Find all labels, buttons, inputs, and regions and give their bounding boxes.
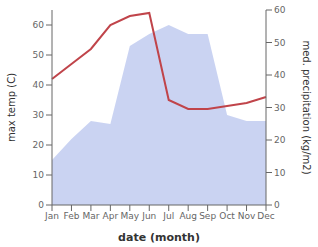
svg-text:Mar: Mar <box>82 211 99 221</box>
svg-text:0: 0 <box>38 200 44 210</box>
svg-text:50: 50 <box>274 38 286 48</box>
svg-text:Jul: Jul <box>162 211 174 221</box>
svg-text:Apr: Apr <box>103 211 119 221</box>
svg-text:date (month): date (month) <box>118 231 200 244</box>
svg-text:10: 10 <box>274 168 286 178</box>
svg-text:Feb: Feb <box>63 211 79 221</box>
svg-text:max temp (C): max temp (C) <box>8 73 17 142</box>
svg-text:Nov: Nov <box>238 211 256 221</box>
svg-text:Jun: Jun <box>141 211 156 221</box>
svg-text:Sep: Sep <box>199 211 216 221</box>
svg-text:30: 30 <box>274 103 286 113</box>
svg-text:30: 30 <box>33 110 45 120</box>
svg-text:med. precipitation (kg/m2): med. precipitation (kg/m2) <box>301 40 310 174</box>
svg-text:50: 50 <box>33 50 45 60</box>
svg-text:Oct: Oct <box>219 211 235 221</box>
svg-text:10: 10 <box>33 170 45 180</box>
svg-text:20: 20 <box>33 140 45 150</box>
svg-text:Dec: Dec <box>257 211 274 221</box>
svg-text:Jan: Jan <box>44 211 59 221</box>
svg-text:40: 40 <box>274 70 286 80</box>
svg-text:60: 60 <box>274 5 286 15</box>
svg-text:May: May <box>121 211 140 221</box>
svg-text:0: 0 <box>274 200 280 210</box>
svg-text:60: 60 <box>33 20 45 30</box>
svg-text:40: 40 <box>33 80 45 90</box>
svg-text:20: 20 <box>274 135 286 145</box>
svg-text:Aug: Aug <box>179 211 197 221</box>
